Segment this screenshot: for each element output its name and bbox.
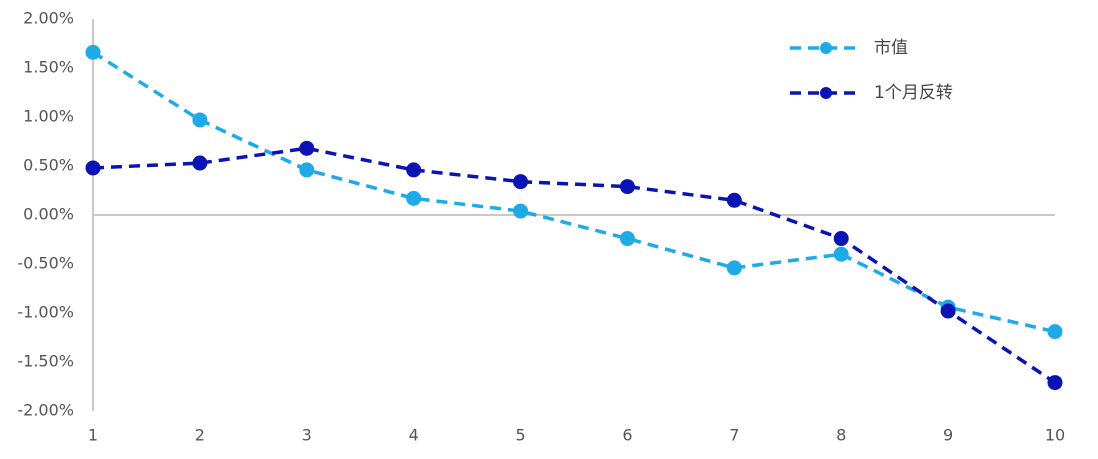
x-tick-label: 1	[88, 426, 98, 445]
legend-label: 1个月反转	[874, 83, 953, 103]
y-tick-label: 1.00%	[23, 107, 74, 126]
data-point	[833, 246, 849, 262]
y-tick-label: -1.00%	[17, 303, 74, 322]
legend-marker	[820, 87, 832, 99]
y-tick-label: -2.00%	[17, 401, 74, 420]
x-tick-label: 10	[1045, 426, 1065, 445]
data-point	[406, 162, 422, 178]
data-point	[619, 179, 635, 195]
x-tick-label: 4	[409, 426, 419, 445]
y-tick-label: -0.50%	[17, 254, 74, 273]
series-line	[92, 146, 1056, 385]
data-point	[833, 231, 849, 247]
x-tick-label: 8	[836, 426, 846, 445]
data-point	[1047, 375, 1063, 391]
y-tick-label: 2.00%	[23, 9, 74, 28]
x-tick-label: 9	[943, 426, 953, 445]
y-tick-label: 0.00%	[23, 205, 74, 224]
data-point	[85, 160, 101, 176]
x-tick-label: 7	[729, 426, 739, 445]
x-tick-label: 5	[515, 426, 525, 445]
y-tick-label: 0.50%	[23, 156, 74, 175]
data-point	[299, 140, 315, 156]
data-point	[513, 203, 529, 219]
series-line	[92, 50, 1056, 334]
data-point	[406, 190, 422, 206]
data-point	[192, 155, 208, 171]
x-tick-label: 2	[195, 426, 205, 445]
data-point	[726, 260, 742, 276]
legend-label: 市值	[874, 38, 908, 58]
data-point	[726, 192, 742, 208]
data-point	[85, 44, 101, 60]
data-point	[299, 162, 315, 178]
x-tick-label: 3	[302, 426, 312, 445]
legend-marker	[820, 42, 832, 54]
data-point	[1047, 324, 1063, 340]
y-tick-label: 1.50%	[23, 58, 74, 77]
data-point	[619, 231, 635, 247]
y-tick-label: -1.50%	[17, 352, 74, 371]
data-point	[513, 174, 529, 190]
x-tick-label: 6	[622, 426, 632, 445]
data-point	[940, 303, 956, 319]
data-point	[192, 112, 208, 128]
